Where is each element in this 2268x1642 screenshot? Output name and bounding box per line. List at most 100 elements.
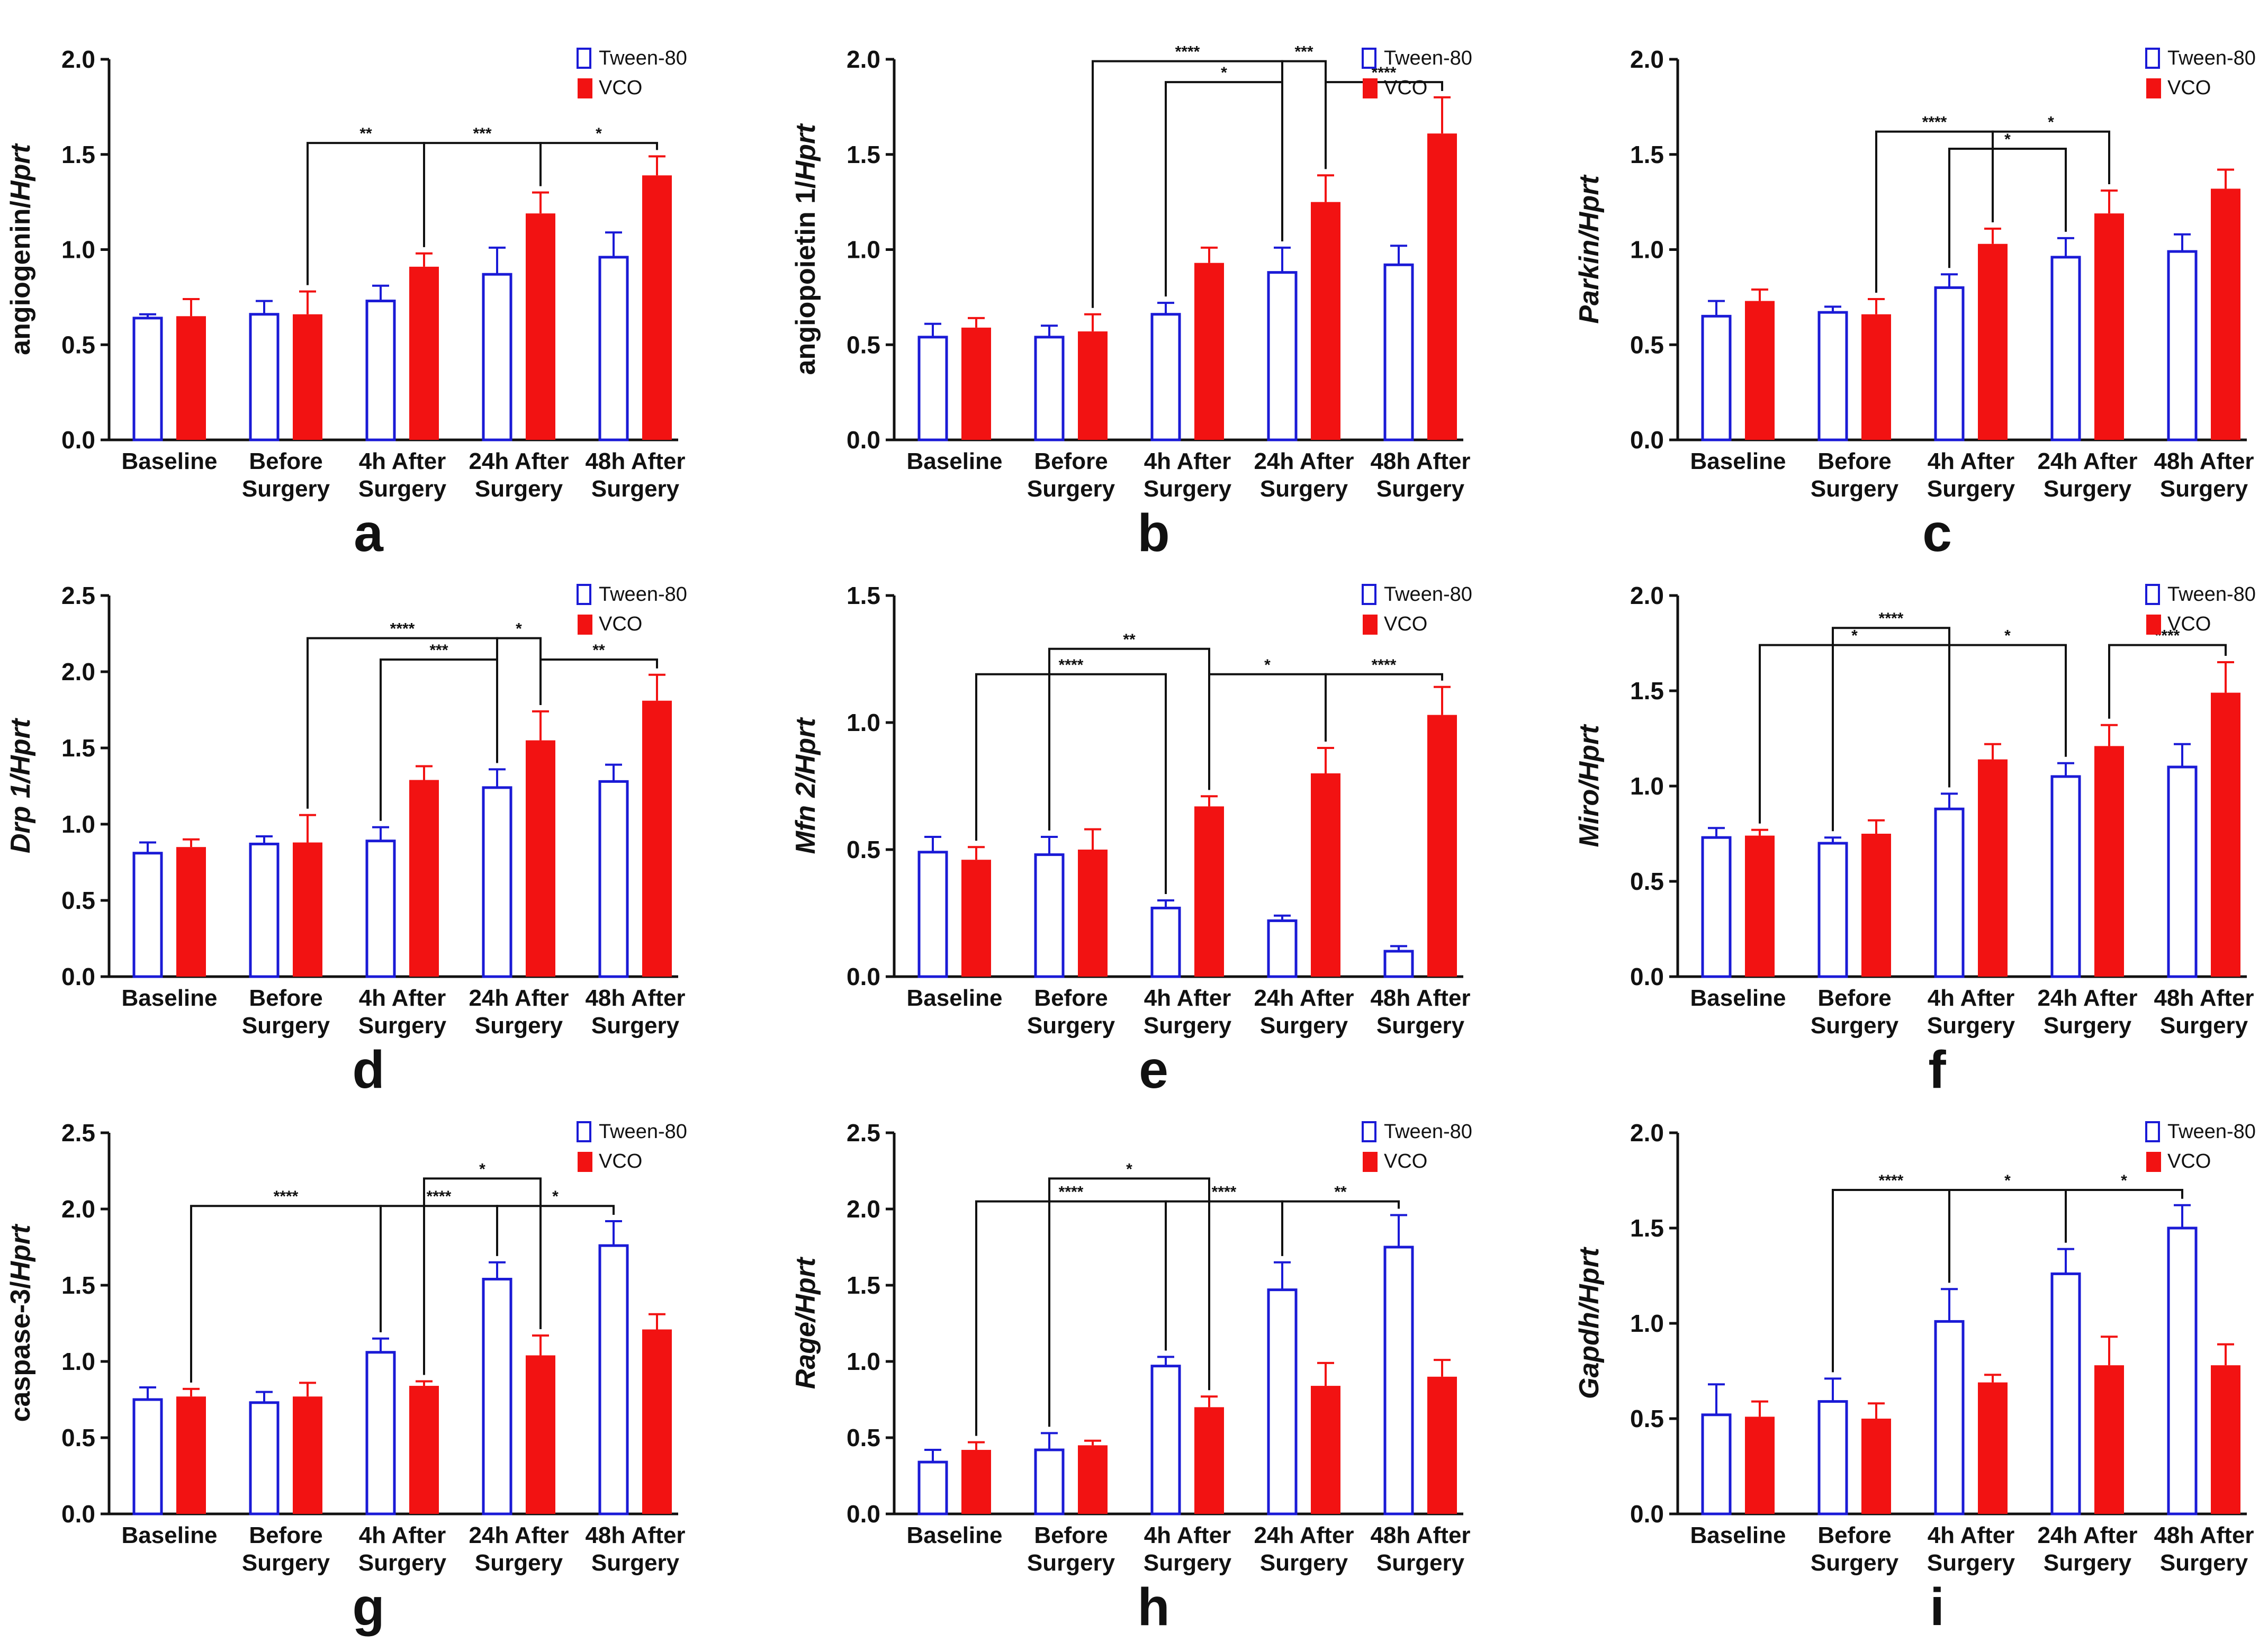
category-label: Surgery bbox=[1260, 476, 1348, 502]
legend-label-vco: VCO bbox=[2167, 77, 2211, 99]
y-tick-label: 1.5 bbox=[1630, 1214, 1664, 1242]
bar-tween bbox=[917, 851, 948, 978]
y-tick-label: 1.0 bbox=[1630, 236, 1664, 264]
y-tick-label: 2.5 bbox=[61, 1119, 95, 1147]
category-label: 48h After bbox=[2154, 448, 2254, 474]
category-label: Baseline bbox=[907, 985, 1003, 1011]
bar-tween bbox=[1034, 853, 1065, 978]
y-tick-label: 1.0 bbox=[847, 236, 880, 264]
category-label: Baseline bbox=[1690, 1522, 1786, 1548]
y-tick-label: 1.5 bbox=[847, 582, 880, 609]
bar-tween bbox=[1150, 1365, 1181, 1515]
y-tick-label: 0.5 bbox=[1630, 868, 1664, 895]
category-label: 4h After bbox=[359, 448, 446, 474]
y-axis-label: Rage/Hprt bbox=[790, 1256, 821, 1389]
category-label: Surgery bbox=[591, 476, 680, 502]
y-tick-label: 0.5 bbox=[847, 1424, 880, 1451]
bar-tween bbox=[598, 1244, 629, 1515]
bar-vco bbox=[1311, 773, 1340, 977]
bar-tween bbox=[2167, 250, 2198, 441]
legend-swatch-tween bbox=[1362, 584, 1376, 605]
y-axis-label: Gapdh/Hprt bbox=[1574, 1246, 1605, 1399]
panel-letter: g bbox=[352, 1577, 384, 1637]
panel-a: 0.0 0.5 1.0 1.5 2.0 angiogenin/Hprt Baseline Be… bbox=[5, 46, 687, 563]
bar-vco bbox=[176, 847, 206, 977]
y-tick-label: 0.5 bbox=[61, 1424, 95, 1451]
legend-swatch-vco bbox=[1363, 615, 1378, 635]
bar-vco bbox=[1194, 263, 1224, 440]
bar-vco bbox=[176, 316, 206, 440]
category-label: Surgery bbox=[1144, 1550, 1232, 1576]
bar-tween bbox=[482, 786, 512, 978]
bar-vco bbox=[961, 327, 991, 440]
significance-label: ** bbox=[359, 125, 372, 142]
significance-bracket bbox=[423, 142, 542, 247]
significance-bracket bbox=[975, 1200, 1167, 1436]
category-label: Surgery bbox=[1144, 1013, 1232, 1039]
category-label: 24h After bbox=[1254, 985, 1354, 1011]
bar-tween bbox=[1701, 1413, 1732, 1515]
legend-swatch-vco bbox=[2146, 1152, 2161, 1172]
panel-letter: h bbox=[1137, 1577, 1169, 1637]
category-label: 48h After bbox=[2154, 1522, 2254, 1548]
category-label: 48h After bbox=[1370, 448, 1470, 474]
significance-bracket bbox=[539, 142, 658, 186]
category-label: 24h After bbox=[2037, 1522, 2137, 1548]
panel-d: 0.0 0.5 1.0 1.5 2.0 2.5 Drp 1/Hprt Baseline Befo… bbox=[5, 582, 687, 1099]
category-label: Before bbox=[249, 1522, 322, 1548]
bar-tween bbox=[1267, 271, 1298, 441]
significance-label: *** bbox=[429, 642, 448, 659]
category-label: Surgery bbox=[591, 1550, 680, 1576]
significance-label: * bbox=[2121, 1172, 2127, 1189]
significance-bracket bbox=[1165, 1200, 1283, 1351]
y-tick-label: 1.5 bbox=[847, 141, 880, 168]
panel-g: 0.0 0.5 1.0 1.5 2.0 2.5 caspase-3/Hprt Baseline… bbox=[5, 1119, 687, 1637]
y-axis-label: angiopoietin 1/Hprt bbox=[790, 123, 821, 375]
category-label: Surgery bbox=[475, 1013, 563, 1039]
significance-label: * bbox=[2048, 114, 2054, 131]
category-label: Surgery bbox=[1927, 1550, 2015, 1576]
significance-bracket bbox=[1875, 130, 1994, 293]
y-tick-label: 2.5 bbox=[847, 1119, 880, 1147]
bar-tween bbox=[2050, 775, 2081, 978]
category-label: Surgery bbox=[2044, 1550, 2132, 1576]
category-label: 48h After bbox=[585, 1522, 685, 1548]
legend-swatch-tween bbox=[577, 48, 591, 69]
legend-swatch-tween bbox=[1362, 1121, 1376, 1142]
significance-label: * bbox=[516, 620, 522, 638]
legend-label-tween: Tween-80 bbox=[2167, 1121, 2256, 1143]
y-axis-label-italic: Hprt bbox=[790, 123, 821, 181]
y-tick-label: 1.0 bbox=[61, 1348, 95, 1375]
category-label: 4h After bbox=[359, 1522, 446, 1548]
category-label: 48h After bbox=[585, 985, 685, 1011]
y-axis-label: Miro/Hprt bbox=[1574, 724, 1605, 847]
y-axis-label-plain: angiopoietin 1/ bbox=[790, 181, 821, 375]
bar-tween bbox=[598, 256, 629, 441]
category-label: Baseline bbox=[1690, 448, 1786, 474]
bar-tween bbox=[917, 1460, 948, 1515]
significance-bracket bbox=[1948, 1189, 2067, 1283]
bar-tween bbox=[1383, 263, 1414, 441]
y-tick-label: 0.0 bbox=[61, 963, 95, 990]
significance-bracket bbox=[1948, 147, 2067, 268]
category-label: Surgery bbox=[1811, 1550, 1899, 1576]
category-label: Before bbox=[1817, 1522, 1891, 1548]
y-tick-label: 1.5 bbox=[847, 1271, 880, 1299]
y-tick-label: 1.0 bbox=[61, 810, 95, 838]
legend-swatch-vco bbox=[578, 78, 592, 98]
y-tick-label: 2.0 bbox=[847, 1195, 880, 1223]
category-label: Surgery bbox=[2160, 476, 2248, 502]
bar-vco bbox=[409, 1386, 439, 1514]
bar-tween bbox=[1934, 1320, 1965, 1515]
legend-label-tween: Tween-80 bbox=[2167, 583, 2256, 606]
category-label: 4h After bbox=[1928, 1522, 2015, 1548]
category-label: 24h After bbox=[2037, 985, 2137, 1011]
bar-tween bbox=[2167, 1226, 2198, 1515]
category-label: Surgery bbox=[1260, 1013, 1348, 1039]
y-axis-label-italic: Hprt bbox=[5, 143, 36, 201]
bar-tween bbox=[482, 273, 512, 441]
bar-vco bbox=[1194, 806, 1224, 977]
